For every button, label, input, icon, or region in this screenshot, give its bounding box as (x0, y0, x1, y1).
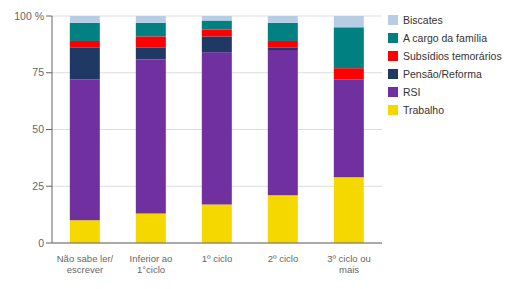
html-text:Biscates: Biscates (403, 14, 443, 26)
svg-text:50: 50 (32, 123, 44, 135)
html-text:Subsídios temorários: Subsídios temorários (403, 50, 502, 62)
svg-text:3º ciclo oumais: 3º ciclo oumais (327, 253, 371, 275)
svg-text:0: 0 (38, 237, 44, 249)
svg-text:25: 25 (32, 180, 44, 192)
svg-text:1º ciclo: 1º ciclo (202, 253, 232, 264)
html-text:A cargo da família: A cargo da família (403, 32, 487, 44)
html-text:Pensão/Reforma: Pensão/Reforma (403, 68, 482, 80)
html-text:Trabalho: Trabalho (403, 104, 445, 116)
svg-text:Inferior ao1°ciclo: Inferior ao1°ciclo (130, 253, 173, 275)
svg-text:Não sabe ler/escrever: Não sabe ler/escrever (57, 253, 114, 275)
svg-text:100 %: 100 % (14, 10, 44, 22)
svg-text:75: 75 (32, 66, 44, 78)
html-text:RSI: RSI (403, 86, 421, 98)
svg-text:2º ciclo: 2º ciclo (268, 253, 298, 264)
